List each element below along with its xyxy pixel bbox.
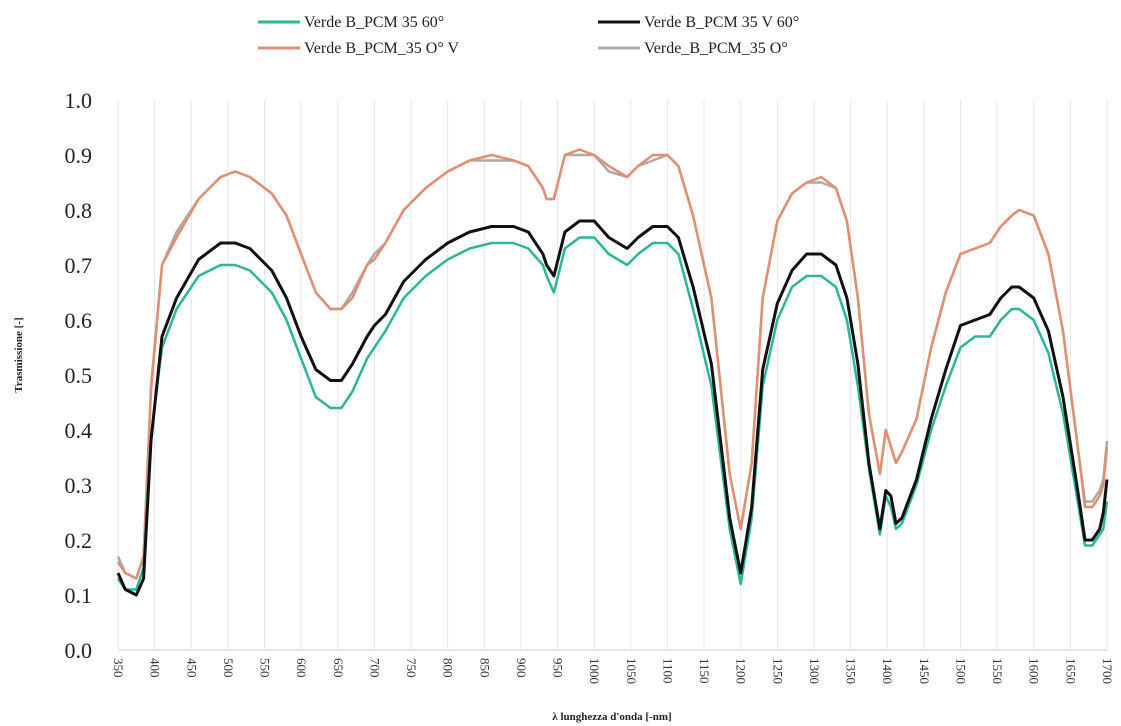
legend: Verde B_PCM 35 60° Verde B_PCM 35 V 60° Ve…: [258, 14, 799, 57]
x-tick-label: 550: [258, 658, 273, 678]
x-tick-label: 950: [551, 658, 566, 678]
x-tick-label: 700: [367, 658, 382, 678]
grid: [117, 100, 1108, 651]
x-tick-label: 1500: [953, 658, 968, 684]
x-tick-label: 1450: [917, 658, 932, 684]
legend-label: Verde B_PCM 35 V 60°: [644, 14, 799, 31]
x-tick-label: 1350: [844, 658, 859, 684]
y-tick-label: 0.7: [65, 253, 93, 278]
y-tick-label: 0.1: [65, 583, 93, 608]
x-tick-label: 1000: [587, 658, 602, 684]
x-tick-label: 1550: [990, 658, 1005, 684]
y-axis-ticks: 0.0 0.1 0.2 0.3 0.4 0.5 0.6 0.7 0.8 0.9 1.0: [65, 88, 93, 663]
y-tick-label: 0.9: [65, 143, 93, 168]
legend-label: Verde_B_PCM_35 O°: [644, 40, 788, 57]
y-tick-label: 0.2: [65, 528, 93, 553]
series-lines: [116, 148, 1109, 597]
x-tick-label: 1150: [697, 658, 712, 684]
x-tick-label: 600: [294, 658, 309, 678]
x-tick-label: 350: [111, 658, 126, 678]
x-tick-label: 850: [477, 658, 492, 678]
x-tick-label: 1600: [1027, 658, 1042, 684]
y-tick-label: 0.6: [65, 308, 93, 333]
x-tick-label: 450: [184, 658, 199, 678]
y-tick-label: 0.5: [65, 363, 93, 388]
legend-label: Verde B_PCM_35 O° V: [304, 40, 459, 57]
y-tick-label: 0.3: [65, 473, 93, 498]
x-tick-label: 900: [514, 658, 529, 678]
x-axis-title: λ lunghezza d'onda [-nm]: [552, 711, 671, 723]
legend-label: Verde B_PCM 35 60°: [304, 14, 444, 31]
x-tick-label: 800: [441, 658, 456, 678]
x-tick-label: 1100: [660, 658, 675, 684]
series-line-1: [116, 219, 1109, 597]
y-tick-label: 0.4: [65, 418, 93, 443]
x-tick-label: 1400: [880, 658, 895, 684]
y-axis-title: Trasmissione [-]: [13, 317, 25, 392]
y-tick-label: 1.0: [65, 88, 93, 113]
x-tick-label: 1650: [1063, 658, 1078, 684]
x-tick-label: 500: [221, 658, 236, 678]
x-tick-label: 750: [404, 658, 419, 678]
x-tick-label: 1300: [807, 658, 822, 684]
y-tick-label: 0.0: [65, 638, 93, 663]
x-tick-label: 650: [331, 658, 346, 678]
x-tick-label: 1050: [624, 658, 639, 684]
series-line-3: [116, 153, 1109, 580]
x-tick-label: 1250: [770, 658, 785, 684]
x-tick-label: 1200: [734, 658, 749, 684]
x-tick-label: 400: [148, 658, 163, 678]
x-tick-label: 1700: [1100, 658, 1115, 684]
x-axis-ticks: 350 400 450 500 550 600 650 700 750 800 850 900 950 1…: [111, 658, 1115, 684]
y-tick-label: 0.8: [65, 198, 93, 223]
series-line-0: [116, 236, 1109, 591]
series-line-2: [116, 148, 1109, 580]
